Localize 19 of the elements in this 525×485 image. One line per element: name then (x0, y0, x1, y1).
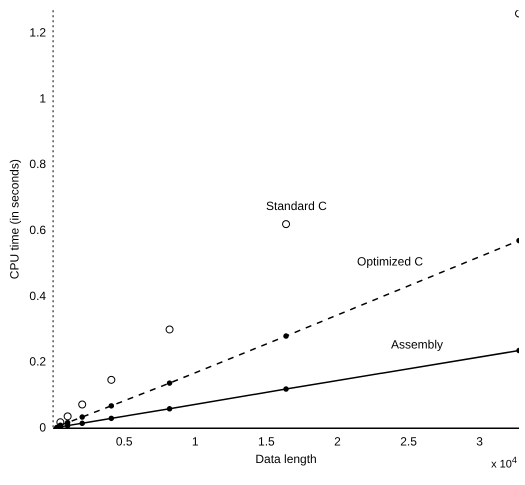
x-tick-label: 2 (334, 434, 342, 449)
y-axis-title: CPU time (in seconds) (8, 159, 22, 280)
x-tick-label: 1.5 (258, 434, 276, 449)
y-tick-label: 1 (39, 91, 46, 106)
y-tick-label: 0 (39, 420, 46, 435)
y-tick-label: 0.6 (29, 223, 46, 238)
series-label: Optimized C (357, 254, 424, 269)
series-label: Standard C (266, 199, 328, 214)
text: x 10$^{4}$ (491, 455, 517, 471)
x-tick-label: 2.5 (400, 434, 418, 449)
y-tick-label: 0.8 (29, 157, 46, 172)
y-tick-label: 0.4 (29, 288, 46, 303)
y-tick-label: 0.2 (29, 354, 46, 369)
series-label: Assembly (391, 338, 444, 352)
x-axis-title: Data length (255, 452, 317, 466)
x-tick-label: 0.5 (116, 434, 133, 449)
x-tick-label: 1 (192, 434, 199, 449)
x-tick-label: 3 (476, 434, 484, 449)
y-tick-label: 1.2 (29, 26, 46, 40)
